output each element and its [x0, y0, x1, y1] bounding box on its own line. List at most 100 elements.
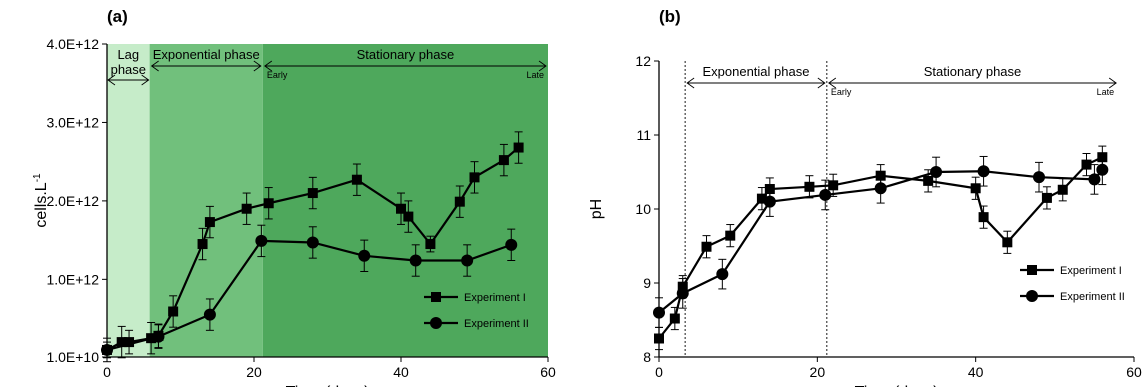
x-tick-label-1: 20 — [810, 364, 826, 380]
y-axis-label-text: cells.L — [33, 182, 50, 227]
point-0-18 — [513, 142, 524, 153]
y-tick-label-0: 8 — [643, 349, 651, 365]
point-0-13 — [1002, 237, 1013, 248]
y-axis-label-text: pH — [588, 199, 605, 219]
y-tick-label-2: 2.0E+12 — [46, 193, 99, 209]
x-tick-label-1: 20 — [246, 364, 262, 380]
point-1-5 — [358, 249, 371, 262]
point-0-16 — [469, 172, 480, 183]
phase-arrow-0-head-left — [107, 74, 116, 86]
legend-marker-0 — [431, 292, 441, 302]
point-0-4 — [725, 230, 736, 241]
phase-arrow-0-head-right — [817, 77, 826, 89]
x-tick-label-0: 0 — [655, 364, 663, 380]
point-1-6 — [409, 254, 422, 267]
point-1-8 — [505, 238, 518, 251]
point-0-5 — [756, 193, 767, 204]
phase-band-0 — [107, 44, 150, 357]
x-tick-label-2: 40 — [393, 364, 409, 380]
point-0-8 — [828, 180, 839, 191]
phase-sub-start-1: Early — [831, 87, 852, 97]
point-1-0 — [101, 343, 113, 356]
phase-arrow-2-head-left — [264, 60, 273, 72]
point-0-16 — [1081, 159, 1092, 170]
y-tick-label-2: 10 — [635, 201, 651, 217]
y-tick-label-1: 1.0E+12 — [46, 271, 99, 287]
phase-arrow-1-head-right — [1108, 77, 1117, 89]
point-1-2 — [716, 268, 729, 281]
point-0-10 — [923, 175, 934, 186]
phase-label-0: Exponential phase — [702, 64, 809, 79]
point-0-9 — [263, 198, 274, 209]
x-tick-label-0: 0 — [103, 364, 111, 380]
point-1-1 — [676, 287, 689, 300]
panel-label: (b) — [659, 7, 681, 26]
y-axis-label: pH — [588, 199, 605, 219]
y-tick-label-3: 11 — [636, 127, 651, 143]
phase-arrow-0-head-right — [141, 74, 150, 86]
point-1-10 — [1096, 163, 1109, 176]
point-0-14 — [1041, 192, 1052, 203]
x-axis-label: Time (days) — [286, 384, 370, 387]
x-tick-label-3: 60 — [1126, 364, 1142, 380]
y-tick-label-1: 9 — [643, 275, 651, 291]
point-0-15 — [454, 196, 465, 207]
point-0-15 — [1057, 184, 1068, 195]
point-1-1 — [152, 330, 165, 343]
legend-label-1: Experiment II — [1060, 291, 1125, 303]
point-1-2 — [203, 308, 216, 321]
point-0-11 — [351, 174, 362, 185]
point-0-13 — [403, 211, 414, 222]
point-1-6 — [930, 166, 943, 178]
y-tick-label-4: 12 — [635, 53, 651, 69]
point-0-17 — [498, 155, 509, 166]
phase-arrow-1-head-left — [828, 77, 837, 89]
legend-marker-1 — [1026, 290, 1038, 302]
phase-arrow-0-head-left — [686, 77, 695, 89]
phase-label-1: Exponential phase — [153, 47, 260, 62]
point-0-2 — [124, 337, 135, 348]
point-0-1 — [116, 337, 127, 348]
point-0-5 — [168, 306, 179, 317]
point-1-8 — [1033, 171, 1045, 184]
legend-label-0: Experiment I — [464, 292, 526, 304]
point-0-14 — [425, 239, 436, 250]
point-0-1 — [669, 313, 680, 324]
legend-marker-0 — [1027, 265, 1037, 275]
point-1-0 — [653, 306, 665, 319]
y-axis-label: cells.L-1 — [32, 173, 50, 228]
point-1-4 — [819, 188, 832, 201]
point-0-10 — [307, 188, 318, 199]
point-0-7 — [204, 217, 215, 228]
point-0-8 — [241, 203, 252, 214]
x-axis-label: Time (days) — [855, 384, 939, 387]
series-1 — [101, 224, 518, 359]
point-1-3 — [255, 234, 268, 247]
panel-b: Exponential phase Stationary phase Early La… — [588, 7, 1142, 387]
point-0-3 — [701, 241, 712, 252]
point-1-7 — [977, 165, 990, 178]
point-1-3 — [763, 195, 776, 208]
y-tick-label-0: 1.0E+10 — [46, 349, 99, 365]
point-0-6 — [197, 239, 208, 250]
x-tick-label-3: 60 — [540, 364, 556, 380]
point-1-7 — [461, 254, 474, 267]
phase-label-1: Stationary phase — [924, 64, 1022, 79]
y-tick-label-3: 3.0E+12 — [46, 114, 99, 130]
legend-marker-1 — [430, 317, 442, 329]
point-0-12 — [396, 203, 406, 214]
legend-label-0: Experiment I — [1060, 265, 1122, 277]
series-1 — [653, 154, 1109, 328]
phase-label-0-line-1: phase — [111, 62, 146, 77]
point-1-4 — [306, 236, 319, 249]
point-0-7 — [804, 181, 815, 192]
phase-label-0-line-0: Lag — [117, 47, 139, 62]
phase-sub-end-2: Late — [526, 70, 544, 80]
legend-label-1: Experiment II — [464, 318, 529, 330]
y-axis-label-superscript: -1 — [32, 173, 43, 182]
phase-label-2: Stationary phase — [357, 47, 455, 62]
phase-arrow-1-head-left — [150, 60, 159, 72]
phase-sub-end-1: Late — [1097, 87, 1115, 97]
